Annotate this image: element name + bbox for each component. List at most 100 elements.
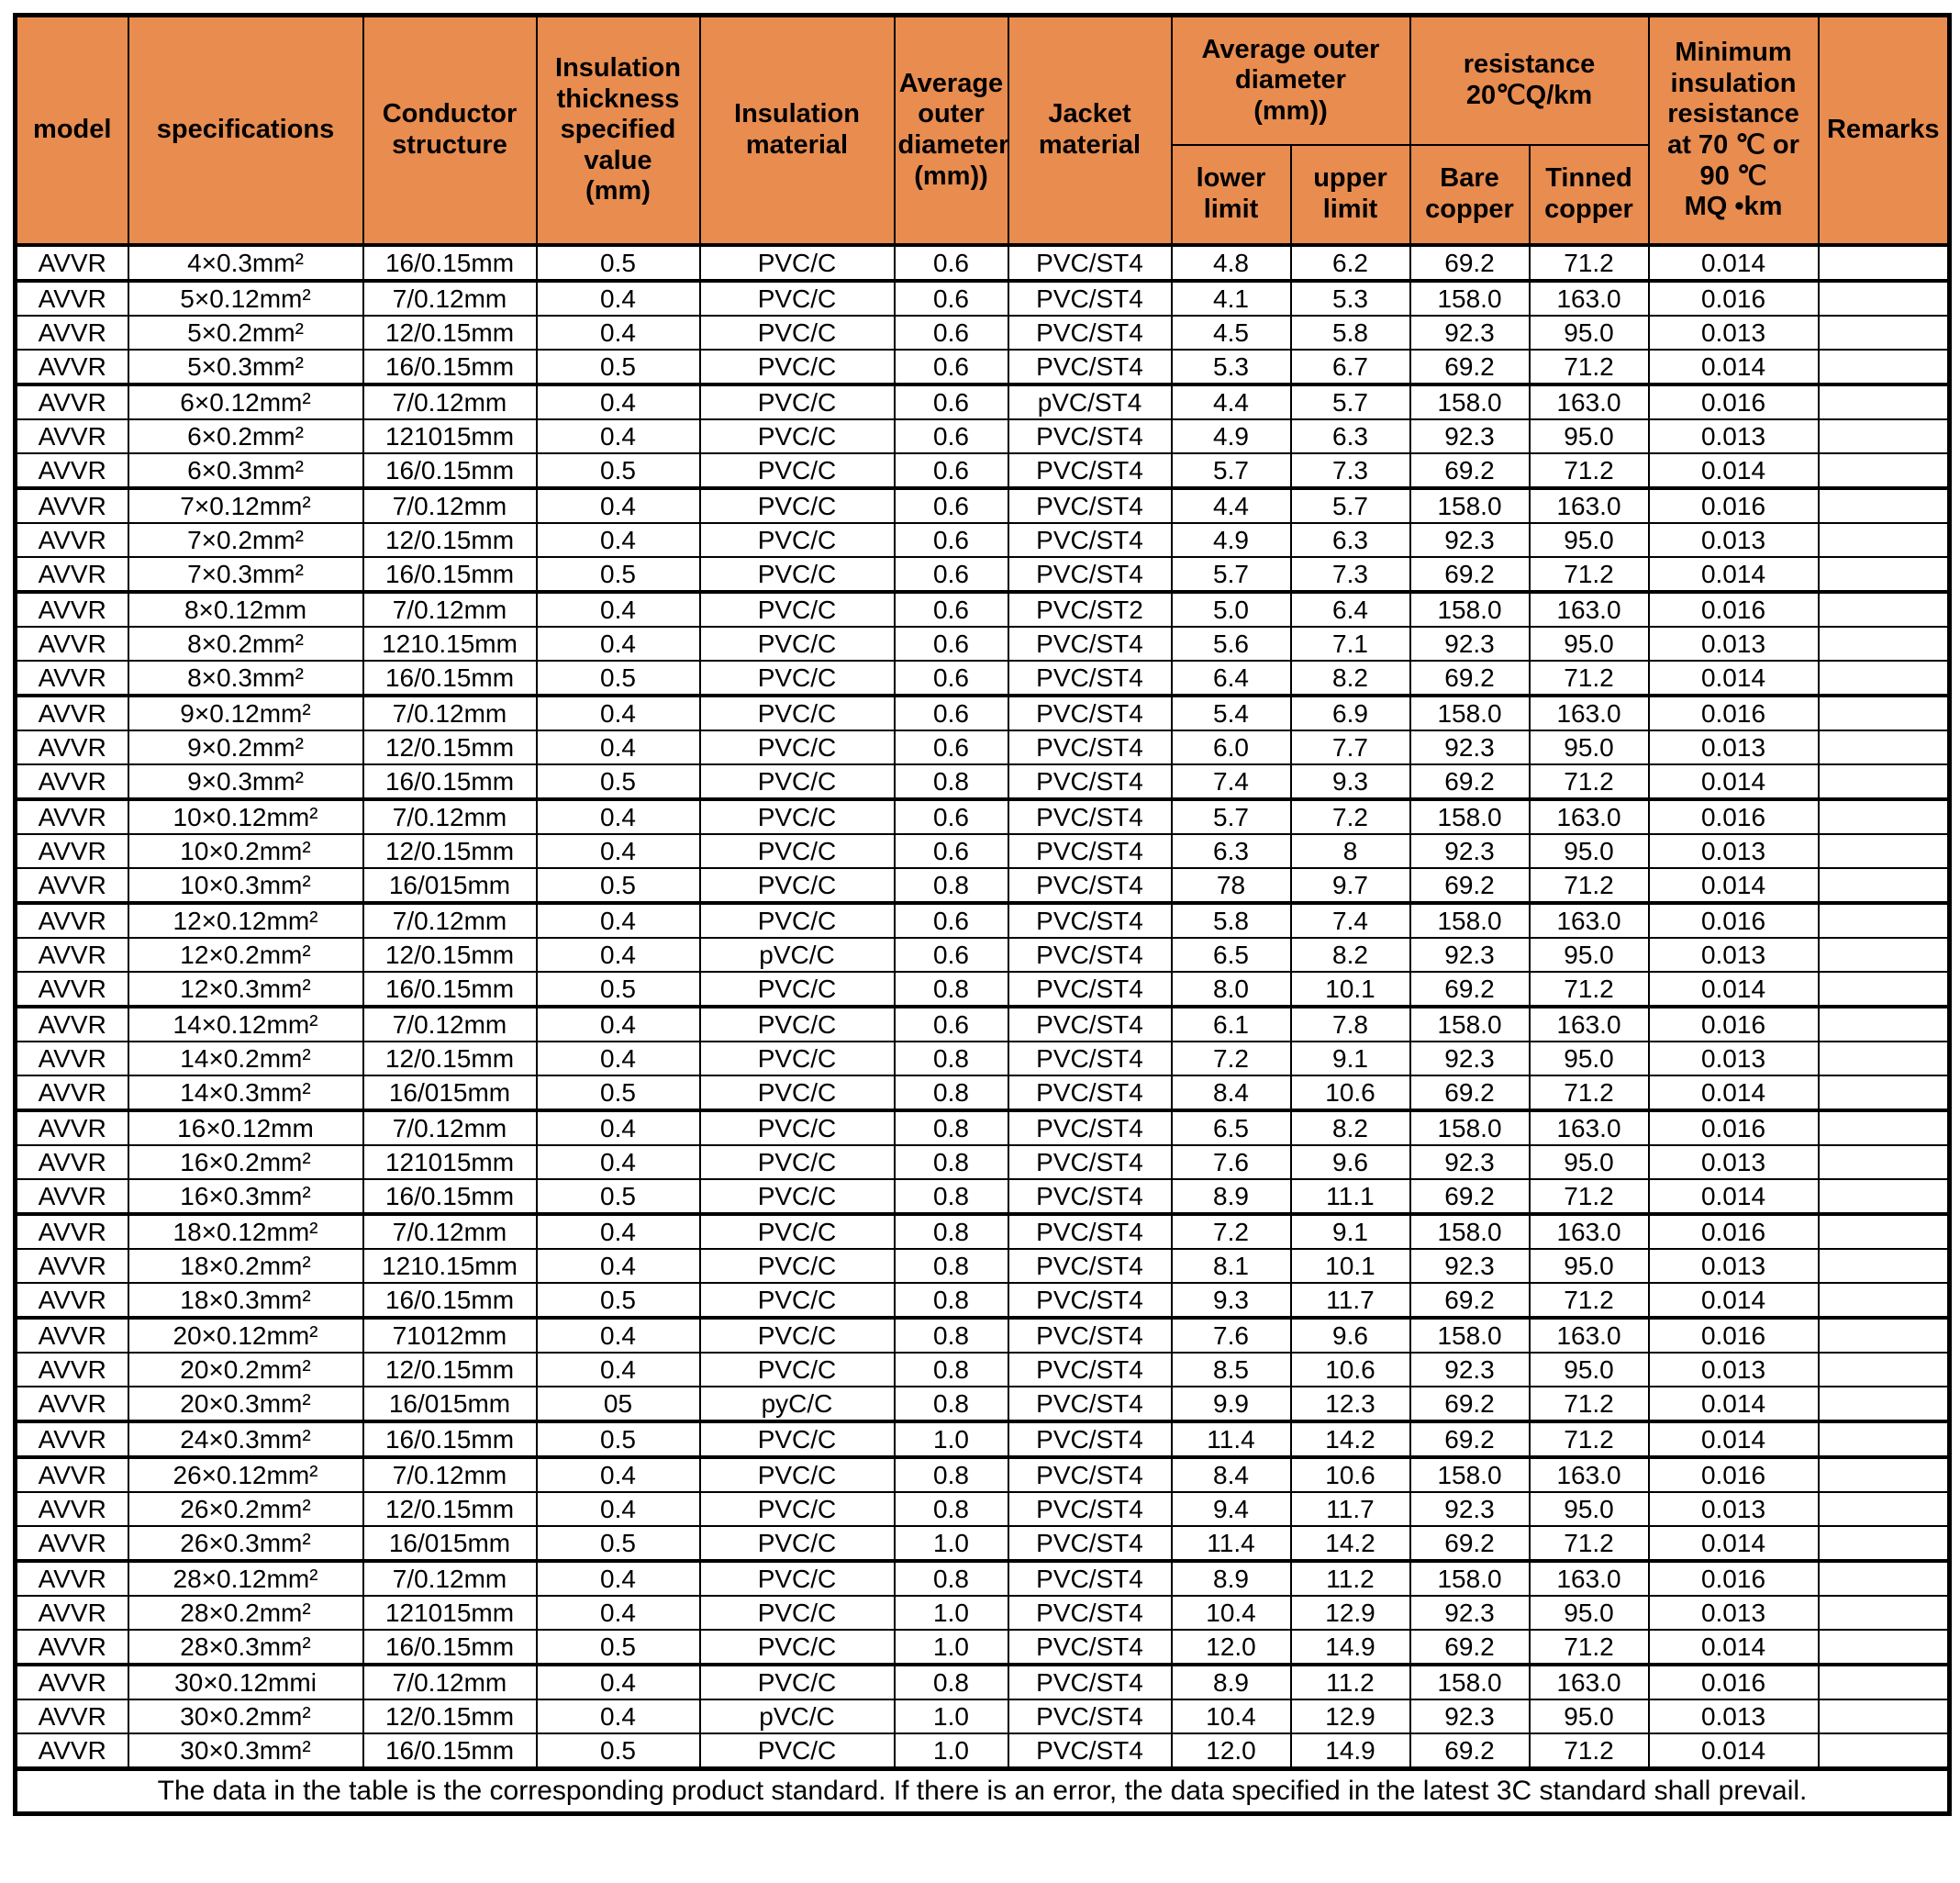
- cell-model: AVVR: [14, 763, 129, 801]
- table-body: AVVR 4×0.3mm² 16/0.15mm 0.5 PVC/C 0.6 PVC/ST4 4…: [14, 243, 1951, 1771]
- cell-avg_od: 0.6: [893, 1006, 1009, 1042]
- table-row: AVVR 6×0.3mm² 16/0.15mm 0.5 PVC/C 0.6 PVC/ST4 5…: [14, 452, 1951, 490]
- cell-avg_od: 0.6: [893, 280, 1009, 317]
- cell-lower: 7.4: [1170, 763, 1292, 801]
- cell-lower: 4.9: [1170, 522, 1292, 558]
- cell-model: AVVR: [14, 1352, 129, 1387]
- cell-upper: 11.1: [1289, 1178, 1411, 1216]
- cell-jacket: PVC/ST4: [1007, 626, 1173, 662]
- cell-model: AVVR: [14, 1109, 129, 1146]
- header-lower-limit: lower limit: [1170, 144, 1292, 246]
- cell-lower: 6.5: [1170, 937, 1292, 973]
- cell-bare: 69.2: [1409, 1386, 1531, 1423]
- cell-jacket: PVC/ST4: [1007, 418, 1173, 454]
- table-row: AVVR 14×0.12mm² 7/0.12mm 0.4 PVC/C 0.6 PVC/ST4…: [14, 1006, 1951, 1042]
- cell-model: AVVR: [14, 1525, 129, 1563]
- cell-conductor: 16/0.15mm: [362, 971, 538, 1008]
- cell-lower: 5.7: [1170, 556, 1292, 594]
- header-specifications: specifications: [127, 14, 364, 246]
- cell-min_ins: 0.016: [1647, 695, 1820, 731]
- cell-jacket: PVC/ST4: [1007, 1109, 1173, 1146]
- cell-bare: 158.0: [1409, 1456, 1531, 1493]
- cell-remarks: [1817, 902, 1951, 939]
- cell-bare: 158.0: [1409, 1006, 1531, 1042]
- cell-bare: 158.0: [1409, 902, 1531, 939]
- cell-upper: 5.7: [1289, 384, 1411, 420]
- cell-lower: 7.2: [1170, 1041, 1292, 1076]
- cell-thickness: 0.5: [535, 349, 701, 386]
- cell-remarks: [1817, 452, 1951, 490]
- cell-tinned: 163.0: [1528, 1456, 1650, 1493]
- cell-thickness: 0.5: [535, 763, 701, 801]
- cell-min_ins: 0.013: [1647, 626, 1820, 662]
- cell-lower: 5.7: [1170, 452, 1292, 490]
- cell-bare: 69.2: [1409, 1178, 1531, 1216]
- cell-bare: 158.0: [1409, 695, 1531, 731]
- cell-upper: 9.1: [1289, 1213, 1411, 1250]
- cell-thickness: 0.4: [535, 1213, 701, 1250]
- cell-avg_od: 0.6: [893, 695, 1009, 731]
- cell-lower: 8.9: [1170, 1664, 1292, 1700]
- cell-min_ins: 0.014: [1647, 1733, 1820, 1771]
- cell-remarks: [1817, 660, 1951, 697]
- cell-lower: 5.4: [1170, 695, 1292, 731]
- cell-ins_material: PVC/C: [698, 1317, 896, 1354]
- cell-upper: 5.3: [1289, 280, 1411, 317]
- cell-bare: 92.3: [1409, 1144, 1531, 1180]
- cell-remarks: [1817, 315, 1951, 351]
- cell-spec: 18×0.3mm²: [127, 1282, 364, 1320]
- cell-avg_od: 0.8: [893, 1109, 1009, 1146]
- cell-conductor: 121015mm: [362, 1144, 538, 1180]
- cell-upper: 7.2: [1289, 798, 1411, 835]
- cell-tinned: 95.0: [1528, 522, 1650, 558]
- cell-thickness: 0.4: [535, 1352, 701, 1387]
- cell-lower: 10.4: [1170, 1595, 1292, 1631]
- cell-bare: 69.2: [1409, 971, 1531, 1008]
- cell-spec: 30×0.2mm²: [127, 1699, 364, 1734]
- cell-spec: 28×0.3mm²: [127, 1629, 364, 1666]
- cell-spec: 12×0.3mm²: [127, 971, 364, 1008]
- table-row: AVVR 5×0.2mm² 12/0.15mm 0.4 PVC/C 0.6 PVC/ST4 4…: [14, 315, 1951, 351]
- cell-bare: 92.3: [1409, 1699, 1531, 1734]
- cell-jacket: PVC/ST4: [1007, 937, 1173, 973]
- cell-model: AVVR: [14, 1006, 129, 1042]
- cell-tinned: 163.0: [1528, 384, 1650, 420]
- cell-avg_od: 0.8: [893, 1144, 1009, 1180]
- cell-conductor: 16/0.15mm: [362, 763, 538, 801]
- cell-min_ins: 0.013: [1647, 1699, 1820, 1734]
- cell-avg_od: 0.8: [893, 867, 1009, 905]
- cell-lower: 6.1: [1170, 1006, 1292, 1042]
- cell-model: AVVR: [14, 798, 129, 835]
- cell-model: AVVR: [14, 1733, 129, 1771]
- cell-tinned: 163.0: [1528, 1213, 1650, 1250]
- table-row: AVVR 30×0.12mmi 7/0.12mm 0.4 PVC/C 0.8 PVC/ST4…: [14, 1664, 1951, 1700]
- cell-avg_od: 0.6: [893, 315, 1009, 351]
- cell-jacket: PVC/ST4: [1007, 1213, 1173, 1250]
- cell-avg_od: 0.8: [893, 1282, 1009, 1320]
- cell-tinned: 95.0: [1528, 833, 1650, 869]
- cell-remarks: [1817, 1352, 1951, 1387]
- cell-jacket: PVC/ST4: [1007, 522, 1173, 558]
- table-row: AVVR 26×0.3mm² 16/015mm 0.5 PVC/C 1.0 PVC/ST4 1…: [14, 1525, 1951, 1563]
- cell-lower: 5.3: [1170, 349, 1292, 386]
- cell-spec: 5×0.2mm²: [127, 315, 364, 351]
- cell-remarks: [1817, 349, 1951, 386]
- cell-model: AVVR: [14, 1282, 129, 1320]
- cell-min_ins: 0.013: [1647, 418, 1820, 454]
- table-row: AVVR 7×0.12mm² 7/0.12mm 0.4 PVC/C 0.6 PVC/ST4 4…: [14, 487, 1951, 524]
- cell-thickness: 0.5: [535, 971, 701, 1008]
- cell-bare: 92.3: [1409, 1041, 1531, 1076]
- cell-model: AVVR: [14, 1386, 129, 1423]
- cell-remarks: [1817, 1213, 1951, 1250]
- cell-lower: 11.4: [1170, 1525, 1292, 1563]
- cell-avg_od: 0.8: [893, 971, 1009, 1008]
- cell-upper: 8.2: [1289, 1109, 1411, 1146]
- cell-upper: 9.7: [1289, 867, 1411, 905]
- table-row: AVVR 6×0.12mm² 7/0.12mm 0.4 PVC/C 0.6 pVC/ST4 4…: [14, 384, 1951, 420]
- table-row: AVVR 7×0.3mm² 16/0.15mm 0.5 PVC/C 0.6 PVC/ST4 5…: [14, 556, 1951, 594]
- cell-upper: 14.2: [1289, 1525, 1411, 1563]
- cell-min_ins: 0.016: [1647, 1456, 1820, 1493]
- cell-model: AVVR: [14, 695, 129, 731]
- footer-row: The data in the table is the correspondi…: [13, 1766, 1952, 1816]
- cell-thickness: 0.4: [535, 626, 701, 662]
